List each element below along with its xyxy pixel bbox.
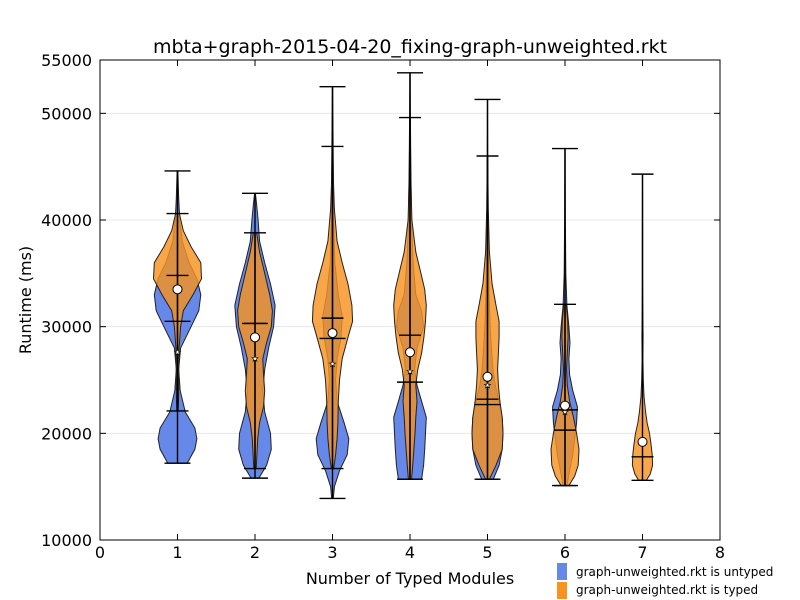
x-tick-label-4: 4 <box>405 543 415 562</box>
x-tick-label-6: 6 <box>560 543 570 562</box>
mean-marker-s1-x5 <box>482 371 493 382</box>
y-tick-label-50000: 50000 <box>41 104 92 123</box>
mean-marker-s1-x3 <box>327 328 338 339</box>
legend-label-untyped: graph-unweighted.rkt is untyped <box>576 565 773 579</box>
x-tick-label-1: 1 <box>172 543 182 562</box>
stats-layer <box>164 72 654 500</box>
x-axis-title: Number of Typed Modules <box>306 569 514 588</box>
x-tick-label-7: 7 <box>637 543 647 562</box>
mean-marker-s0-x5 <box>483 381 492 389</box>
chart-title: mbta+graph-2015-04-20_fixing-graph-unwei… <box>153 36 667 58</box>
mean-marker-s1-x6 <box>560 400 570 411</box>
mean-marker-s0-x2 <box>251 354 259 362</box>
mean-marker-s0-x1 <box>173 348 182 356</box>
y-tick-label-10000: 10000 <box>41 531 92 550</box>
y-tick-label-30000: 30000 <box>41 318 92 337</box>
mean-marker-s0-x3 <box>328 359 337 368</box>
x-tick-label-0: 0 <box>95 543 105 562</box>
y-axis-title: Runtime (ms) <box>16 246 35 354</box>
legend-swatch-untyped <box>557 563 567 580</box>
legend-swatch-typed <box>557 582 567 599</box>
mean-marker-s1-x1 <box>172 284 183 295</box>
mean-marker-s1-x7 <box>637 436 648 447</box>
x-tick-label-5: 5 <box>482 543 492 562</box>
mean-marker-s1-x2 <box>250 332 260 343</box>
y-tick-label-40000: 40000 <box>41 211 92 230</box>
x-tick-label-3: 3 <box>327 543 337 562</box>
y-tick-label-55000: 55000 <box>41 51 92 70</box>
legend: graph-unweighted.rkt is untyped graph-un… <box>557 563 773 599</box>
mean-marker-s0-x4 <box>406 367 414 375</box>
legend-label-typed: graph-unweighted.rkt is typed <box>576 583 758 597</box>
tick-layer: 10000 20000 30000 40000 50000 55000 0 1 2 3 4 5 6 7 8 <box>41 51 725 562</box>
x-tick-label-2: 2 <box>250 543 260 562</box>
mean-marker-s0-x6 <box>561 407 569 416</box>
mean-marker-s1-x4 <box>405 347 415 358</box>
y-tick-label-20000: 20000 <box>41 424 92 443</box>
x-tick-label-8: 8 <box>715 543 725 562</box>
